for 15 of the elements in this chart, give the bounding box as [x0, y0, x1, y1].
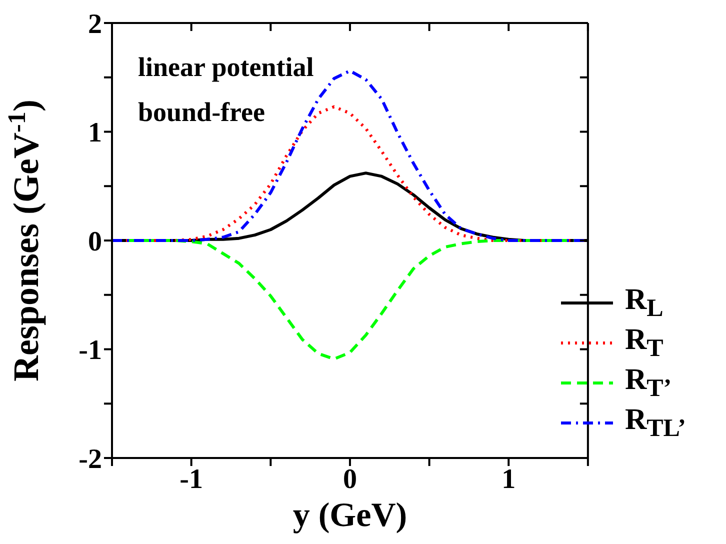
x-tick-label: 1 — [502, 464, 516, 495]
annotation: bound-free — [138, 97, 266, 127]
legend-label: R$_{T’}$ — [624, 363, 672, 403]
y-tick-label: 0 — [88, 226, 102, 258]
y-tick-label: -2 — [78, 444, 102, 475]
x-tick-label: 0 — [342, 464, 357, 495]
y-tick-label: 1 — [88, 118, 102, 149]
y-tick-label: -1 — [78, 335, 102, 366]
x-axis-title: y (GeV) — [292, 497, 408, 534]
legend-label: R$_{TL’}$ — [624, 403, 686, 443]
x-tick-label: -1 — [180, 464, 203, 495]
legend-label: R$_{L}$ — [624, 283, 664, 323]
legend-label: R$_{T}$ — [624, 323, 664, 363]
annotation: linear potential — [138, 52, 314, 82]
y-tick-label: 2 — [88, 8, 102, 40]
